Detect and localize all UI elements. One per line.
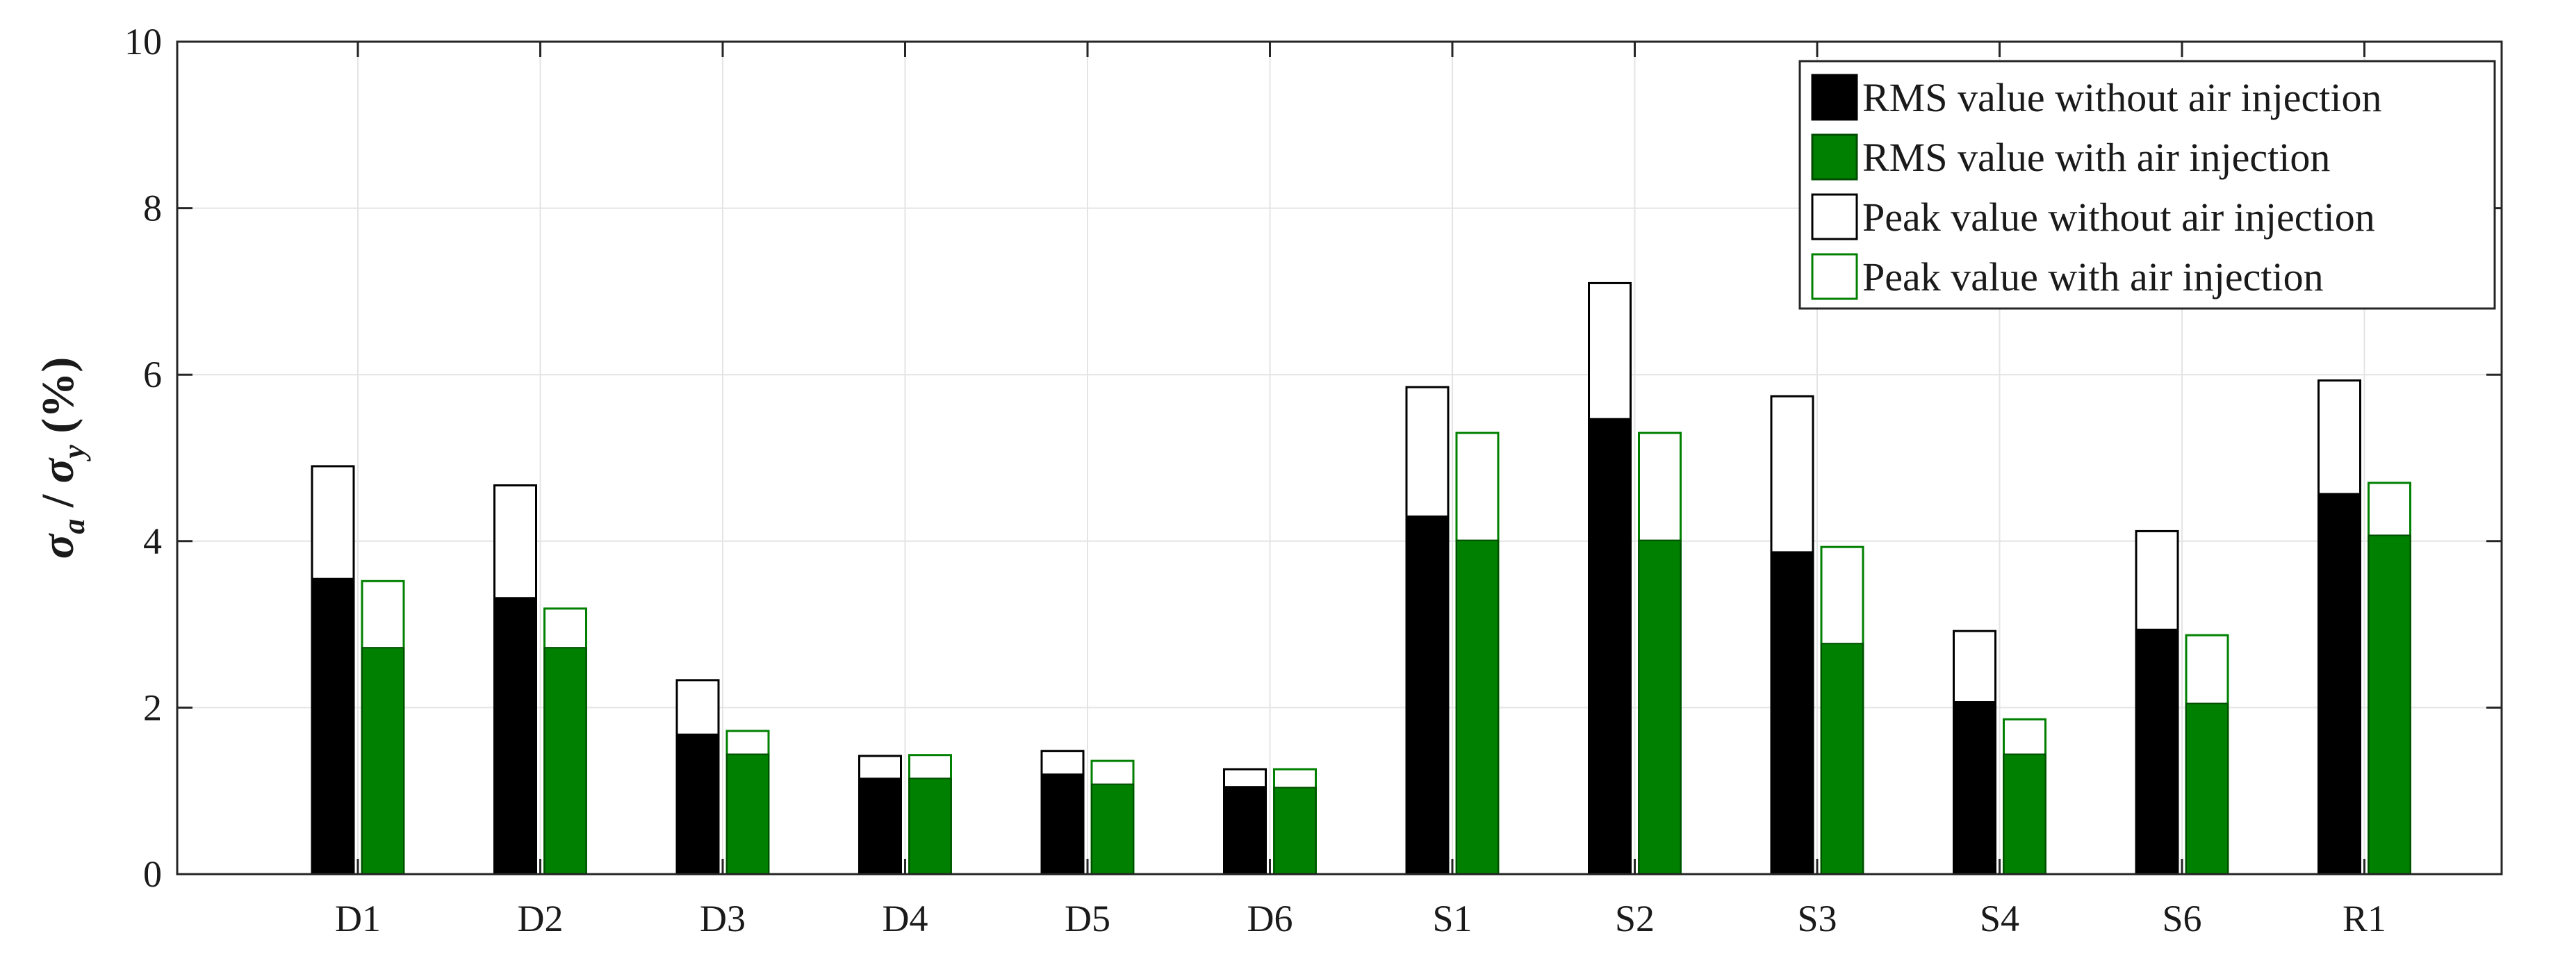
x-tick-label: S3 (1797, 898, 1837, 939)
bar-rms-with-air-D6 (1273, 787, 1317, 875)
bar-rms-with-air-D3 (726, 753, 769, 876)
y-label-sigma-y: σ (33, 457, 83, 483)
legend-swatch-rms-with (1811, 133, 1858, 181)
x-tick-label: S4 (1980, 898, 2019, 939)
y-tick-label: 4 (143, 520, 162, 562)
bar-rms-with-air-D5 (1091, 783, 1134, 875)
bar-rms-with-air-R1 (2368, 534, 2411, 875)
bar-rms-without-air-D1 (311, 577, 354, 876)
x-tick-label: S2 (1615, 898, 1655, 939)
x-tick-label: R1 (2343, 898, 2386, 939)
bar-rms-without-air-D3 (676, 733, 719, 875)
bar-rms-without-air-S1 (1406, 515, 1449, 875)
bar-rms-without-air-D2 (493, 597, 537, 875)
legend-swatch-peak-with (1811, 253, 1858, 300)
x-tick-label: D1 (335, 898, 381, 939)
y-label-slash: / (33, 483, 83, 518)
x-tick-label: S6 (2162, 898, 2201, 939)
bar-rms-without-air-D4 (858, 778, 902, 875)
bar-rms-with-air-D2 (543, 647, 587, 875)
y-tick-label: 8 (143, 188, 162, 229)
x-tick-label: S1 (1432, 898, 1472, 939)
legend-label: Peak value without air injection (1862, 195, 2375, 240)
bar-rms-with-air-S4 (2003, 753, 2046, 876)
gridlines (177, 42, 2502, 874)
bar-rms-without-air-R1 (2317, 493, 2361, 875)
bars (311, 281, 2411, 876)
x-tick-label: D2 (518, 898, 564, 939)
bar-rms-with-air-S3 (1821, 643, 1864, 875)
x-tick-label: D6 (1247, 898, 1293, 939)
y-label-sub-a: a (57, 519, 91, 534)
bar-rms-without-air-S6 (2135, 628, 2179, 876)
legend-label: RMS value with air injection (1862, 135, 2330, 180)
x-tick-label: D3 (700, 898, 746, 939)
y-tick-label: 2 (143, 687, 162, 728)
x-tick-label: D5 (1065, 898, 1110, 939)
y-label-sigma-a: σ (33, 532, 83, 559)
bar-rms-without-air-S3 (1771, 551, 1814, 876)
legend-label: Peak value with air injection (1862, 254, 2324, 299)
bar-rms-with-air-S1 (1456, 539, 1499, 875)
axes: 0 2 4 6 8 10 D1 D2 D3 D4 D5 D6 S1 S2 S3 S4 S6 R1 (124, 21, 2502, 939)
x-tick-label: D4 (883, 898, 928, 939)
bar-rms-with-air-S2 (1638, 539, 1682, 875)
y-tick-label: 10 (124, 21, 162, 63)
bar-rms-with-air-D4 (908, 778, 952, 875)
bar-rms-without-air-D5 (1041, 773, 1084, 875)
y-label-unit: (%) (33, 357, 83, 445)
y-tick-label: 0 (143, 853, 162, 895)
y-label-sub-y: y (57, 445, 91, 462)
legend-swatch-peak-without (1811, 193, 1858, 240)
legend-swatch-rms-without (1811, 74, 1858, 121)
bar-rms-with-air-S6 (2185, 702, 2229, 875)
bar-rms-without-air-D6 (1223, 786, 1267, 875)
legend: RMS value without air injection RMS value… (1798, 60, 2496, 310)
bar-rms-without-air-S2 (1588, 418, 1632, 875)
plot-frame (176, 40, 2503, 876)
y-axis-label: σa / σy (%) (33, 357, 91, 559)
legend-label: RMS value without air injection (1862, 75, 2381, 120)
bar-rms-with-air-D1 (361, 647, 404, 875)
bar-rms-without-air-S4 (1953, 701, 1996, 875)
y-tick-label: 6 (143, 354, 162, 395)
legend-box (1798, 60, 2496, 310)
